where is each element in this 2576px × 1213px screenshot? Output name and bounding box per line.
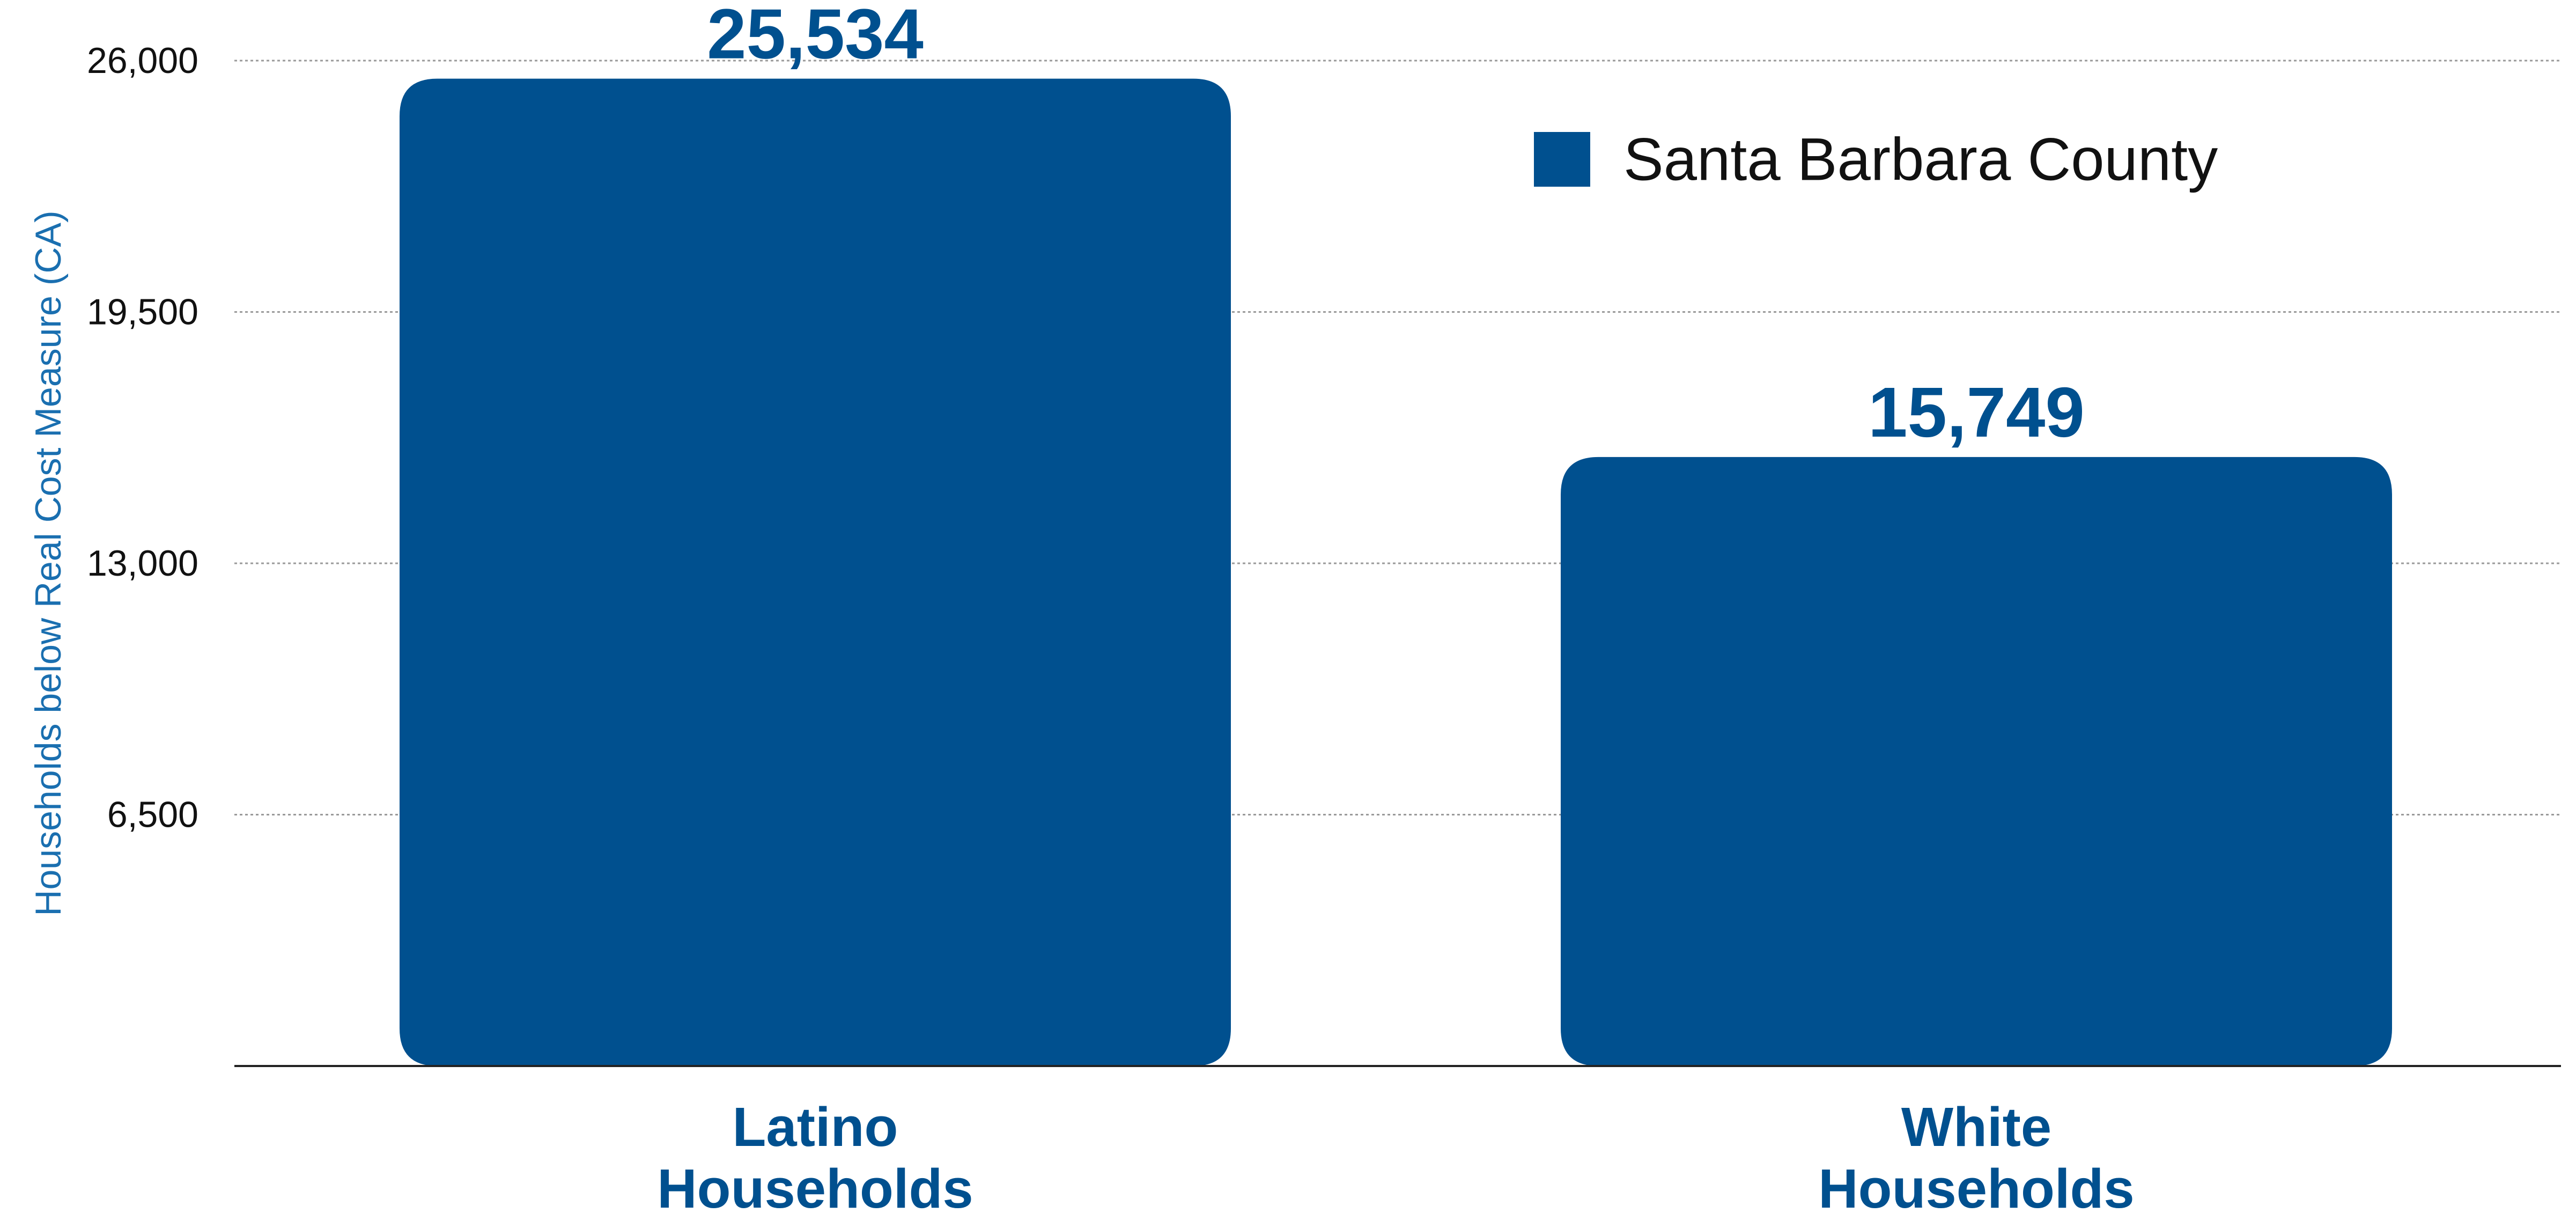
y-tick-label: 13,000: [87, 543, 198, 584]
x-tick-label: Households: [657, 1158, 973, 1210]
legend-swatch: [1534, 132, 1590, 187]
x-tick-label: White: [1901, 1096, 2051, 1158]
legend: Santa Barbara County: [1534, 126, 2218, 193]
x-tick-label: Households: [1818, 1158, 2134, 1210]
legend-label-santa-barbara-county: Santa Barbara County: [1623, 126, 2218, 193]
bars: [400, 78, 2392, 1066]
y-tick-label: 26,000: [87, 40, 198, 81]
data-labels: 25,534 15,749: [707, 0, 2085, 452]
data-label: 15,749: [1868, 373, 2085, 452]
bar-latino: [400, 78, 1231, 1066]
data-label: 25,534: [707, 0, 924, 73]
y-tick-label: 6,500: [107, 795, 198, 835]
bar-white: [1561, 457, 2392, 1066]
y-axis-label: Households below Real Cost Measure (CA): [28, 210, 69, 916]
x-tick-label: Latino: [733, 1096, 898, 1158]
y-tick-label: 19,500: [87, 292, 198, 333]
y-axis-ticks: 6,500 13,000 19,500 26,000: [87, 40, 198, 835]
